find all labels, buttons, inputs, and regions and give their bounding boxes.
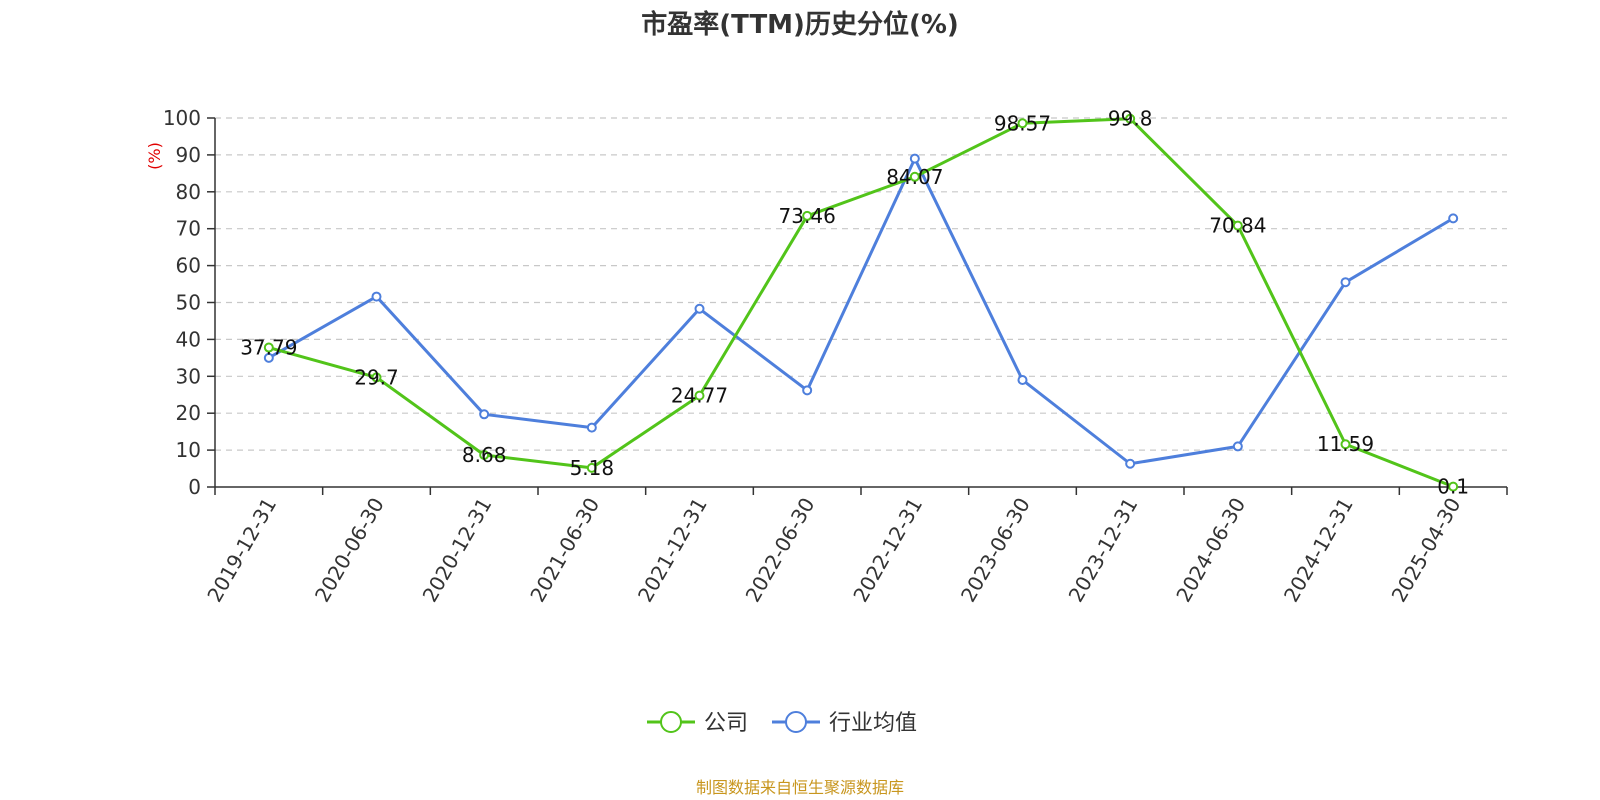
point-行业均值-2019-12-31 — [263, 352, 274, 363]
x-tick-label-2021-12-31: 2021-12-31 — [633, 494, 712, 607]
point-公司-2020-06-30 — [371, 372, 382, 383]
x-tick-label-2023-06-30: 2023-06-30 — [956, 494, 1035, 607]
data-label-2022-12-31: 84.07 — [886, 165, 943, 189]
x-tick-label-2024-06-30: 2024-06-30 — [1171, 494, 1250, 607]
point-行业均值-2025-04-30 — [1448, 213, 1459, 224]
point-公司-2025-04-30 — [1448, 481, 1459, 492]
y-tick-label-40: 40 — [176, 327, 201, 351]
point-行业均值-2023-12-31 — [1125, 458, 1136, 469]
legend-label-0: 公司 — [704, 711, 748, 736]
point-公司-2021-12-31 — [694, 390, 705, 401]
point-公司-2021-06-30 — [586, 462, 597, 473]
point-公司-2024-12-31 — [1340, 439, 1351, 450]
data-label-2020-06-30: 29.7 — [354, 365, 399, 389]
data-label-2024-06-30: 70.84 — [1209, 214, 1266, 238]
data-label-2021-12-31: 24.77 — [671, 384, 728, 408]
point-公司-2022-06-30 — [802, 210, 813, 221]
point-行业均值-2024-12-31 — [1340, 277, 1351, 288]
series-line-行业均值 — [268, 157, 1454, 466]
legend-marker-0 — [660, 711, 682, 733]
point-公司-2023-06-30 — [1017, 118, 1028, 129]
legend-label-1: 行业均值 — [829, 711, 917, 736]
point-行业均值-2023-06-30 — [1017, 374, 1028, 385]
point-行业均值-2020-12-31 — [479, 409, 490, 420]
point-公司-2019-12-31 — [263, 342, 274, 353]
y-axis-label: (%) — [145, 142, 164, 170]
x-tick-label-2022-06-30: 2022-06-30 — [741, 494, 820, 607]
y-tick-label-80: 80 — [176, 180, 201, 204]
point-行业均值-2022-06-30 — [802, 385, 813, 396]
x-tick-label-2024-12-31: 2024-12-31 — [1279, 494, 1358, 607]
y-tick-label-30: 30 — [176, 364, 201, 388]
legend-marker-1 — [785, 711, 807, 733]
x-tick-label-2023-12-31: 2023-12-31 — [1064, 494, 1143, 607]
x-tick-label-2020-12-31: 2020-12-31 — [418, 493, 497, 606]
point-行业均值-2024-06-30 — [1232, 441, 1243, 452]
data-labels: 37.79 29.7 8.68 5.18 24.77 73.46 84.07 98.57 99.… — [240, 107, 1469, 499]
point-公司-2022-12-31 — [909, 171, 920, 182]
data-label-2024-12-31: 11.59 — [1317, 432, 1374, 456]
chart-title: 市盈率(TTM)历史分位(%) — [641, 9, 959, 40]
point-公司-2023-12-31 — [1125, 113, 1136, 124]
x-tick-label-2019-12-31: 2019-12-31 — [202, 494, 281, 607]
y-tick-label-90: 90 — [176, 143, 201, 167]
axes — [214, 118, 1507, 488]
y-tick-label-20: 20 — [176, 401, 201, 425]
y-tick-label-10: 10 — [176, 438, 201, 462]
x-tick-label-2025-04-30: 2025-04-30 — [1387, 494, 1466, 607]
series-line-公司 — [268, 117, 1454, 489]
data-label-2022-06-30: 73.46 — [779, 204, 836, 228]
data-label-2019-12-31: 37.79 — [240, 336, 297, 360]
x-tick-label-2022-12-31: 2022-12-31 — [848, 493, 927, 606]
source-note: 制图数据来自恒生聚源数据库 — [696, 778, 904, 797]
point-行业均值-2020-06-30 — [371, 291, 382, 302]
point-公司-2024-06-30 — [1232, 220, 1243, 231]
point-公司-2020-12-31 — [479, 449, 490, 460]
data-label-2020-12-31: 8.68 — [462, 443, 507, 467]
y-tick-label-0: 0 — [188, 475, 201, 499]
legend[interactable]: 公司 行业均值 — [647, 711, 917, 736]
x-ticks: 2019-12-31 2020-06-30 2020-12-31 2021-06-30… — [202, 487, 1508, 607]
data-label-2023-12-31: 99.8 — [1108, 107, 1153, 131]
point-行业均值-2021-06-30 — [586, 422, 597, 433]
y-tick-label-50: 50 — [176, 291, 201, 315]
y-tick-label-60: 60 — [176, 254, 201, 278]
point-行业均值-2022-12-31 — [909, 153, 920, 164]
data-label-2025-04-30: 0.1 — [1437, 475, 1469, 499]
data-label-2023-06-30: 98.57 — [994, 111, 1051, 135]
data-label-2021-06-30: 5.18 — [570, 456, 615, 480]
series-group — [263, 113, 1459, 492]
y-tick-label-100: 100 — [163, 106, 201, 130]
y-tick-label-70: 70 — [176, 217, 201, 241]
y-ticks: 0 10 20 30 40 50 60 70 80 90 100 — [163, 106, 215, 499]
point-行业均值-2021-12-31 — [694, 303, 705, 314]
x-tick-label-2020-06-30: 2020-06-30 — [310, 494, 389, 607]
x-tick-label-2021-06-30: 2021-06-30 — [525, 494, 604, 607]
